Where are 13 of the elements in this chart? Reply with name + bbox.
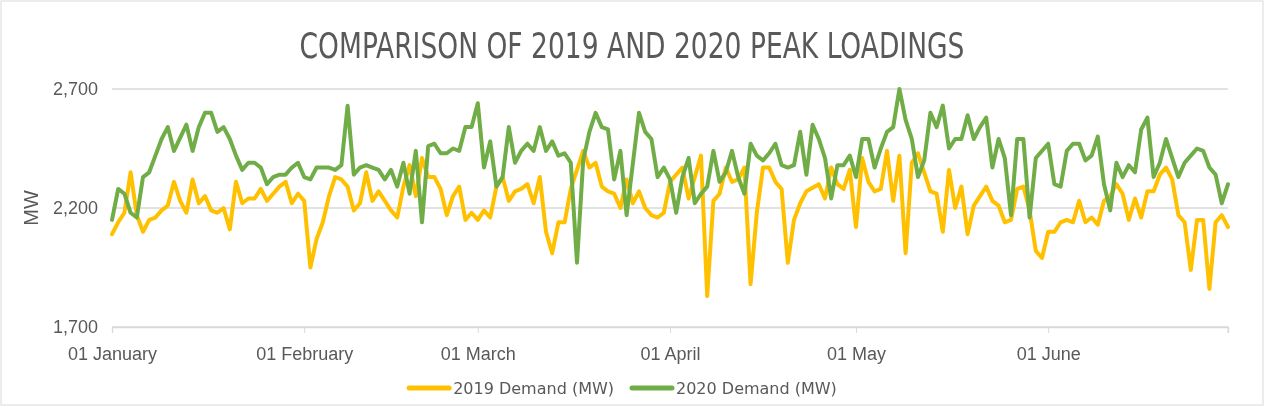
y-tick-label: 1,700	[52, 317, 98, 338]
x-tick-label: 01 March	[440, 343, 516, 364]
x-tick-label: 01 April	[640, 343, 701, 364]
chart-title: COMPARISON OF 2019 AND 2020 PEAK LOADINGS	[299, 24, 965, 67]
x-tick-label: 01 May	[826, 343, 887, 364]
y-tick-label: 2,200	[52, 198, 98, 219]
y-tick-label: 2,700	[52, 79, 98, 100]
y-axis-title: MW	[20, 190, 42, 226]
x-tick-label: 01 January	[67, 343, 158, 364]
legend-label: 2020 Demand (MW)	[676, 379, 837, 398]
legend-label: 2019 Demand (MW)	[453, 379, 614, 398]
x-tick-label: 01 February	[256, 343, 354, 364]
x-tick-label: 01 June	[1016, 343, 1081, 364]
